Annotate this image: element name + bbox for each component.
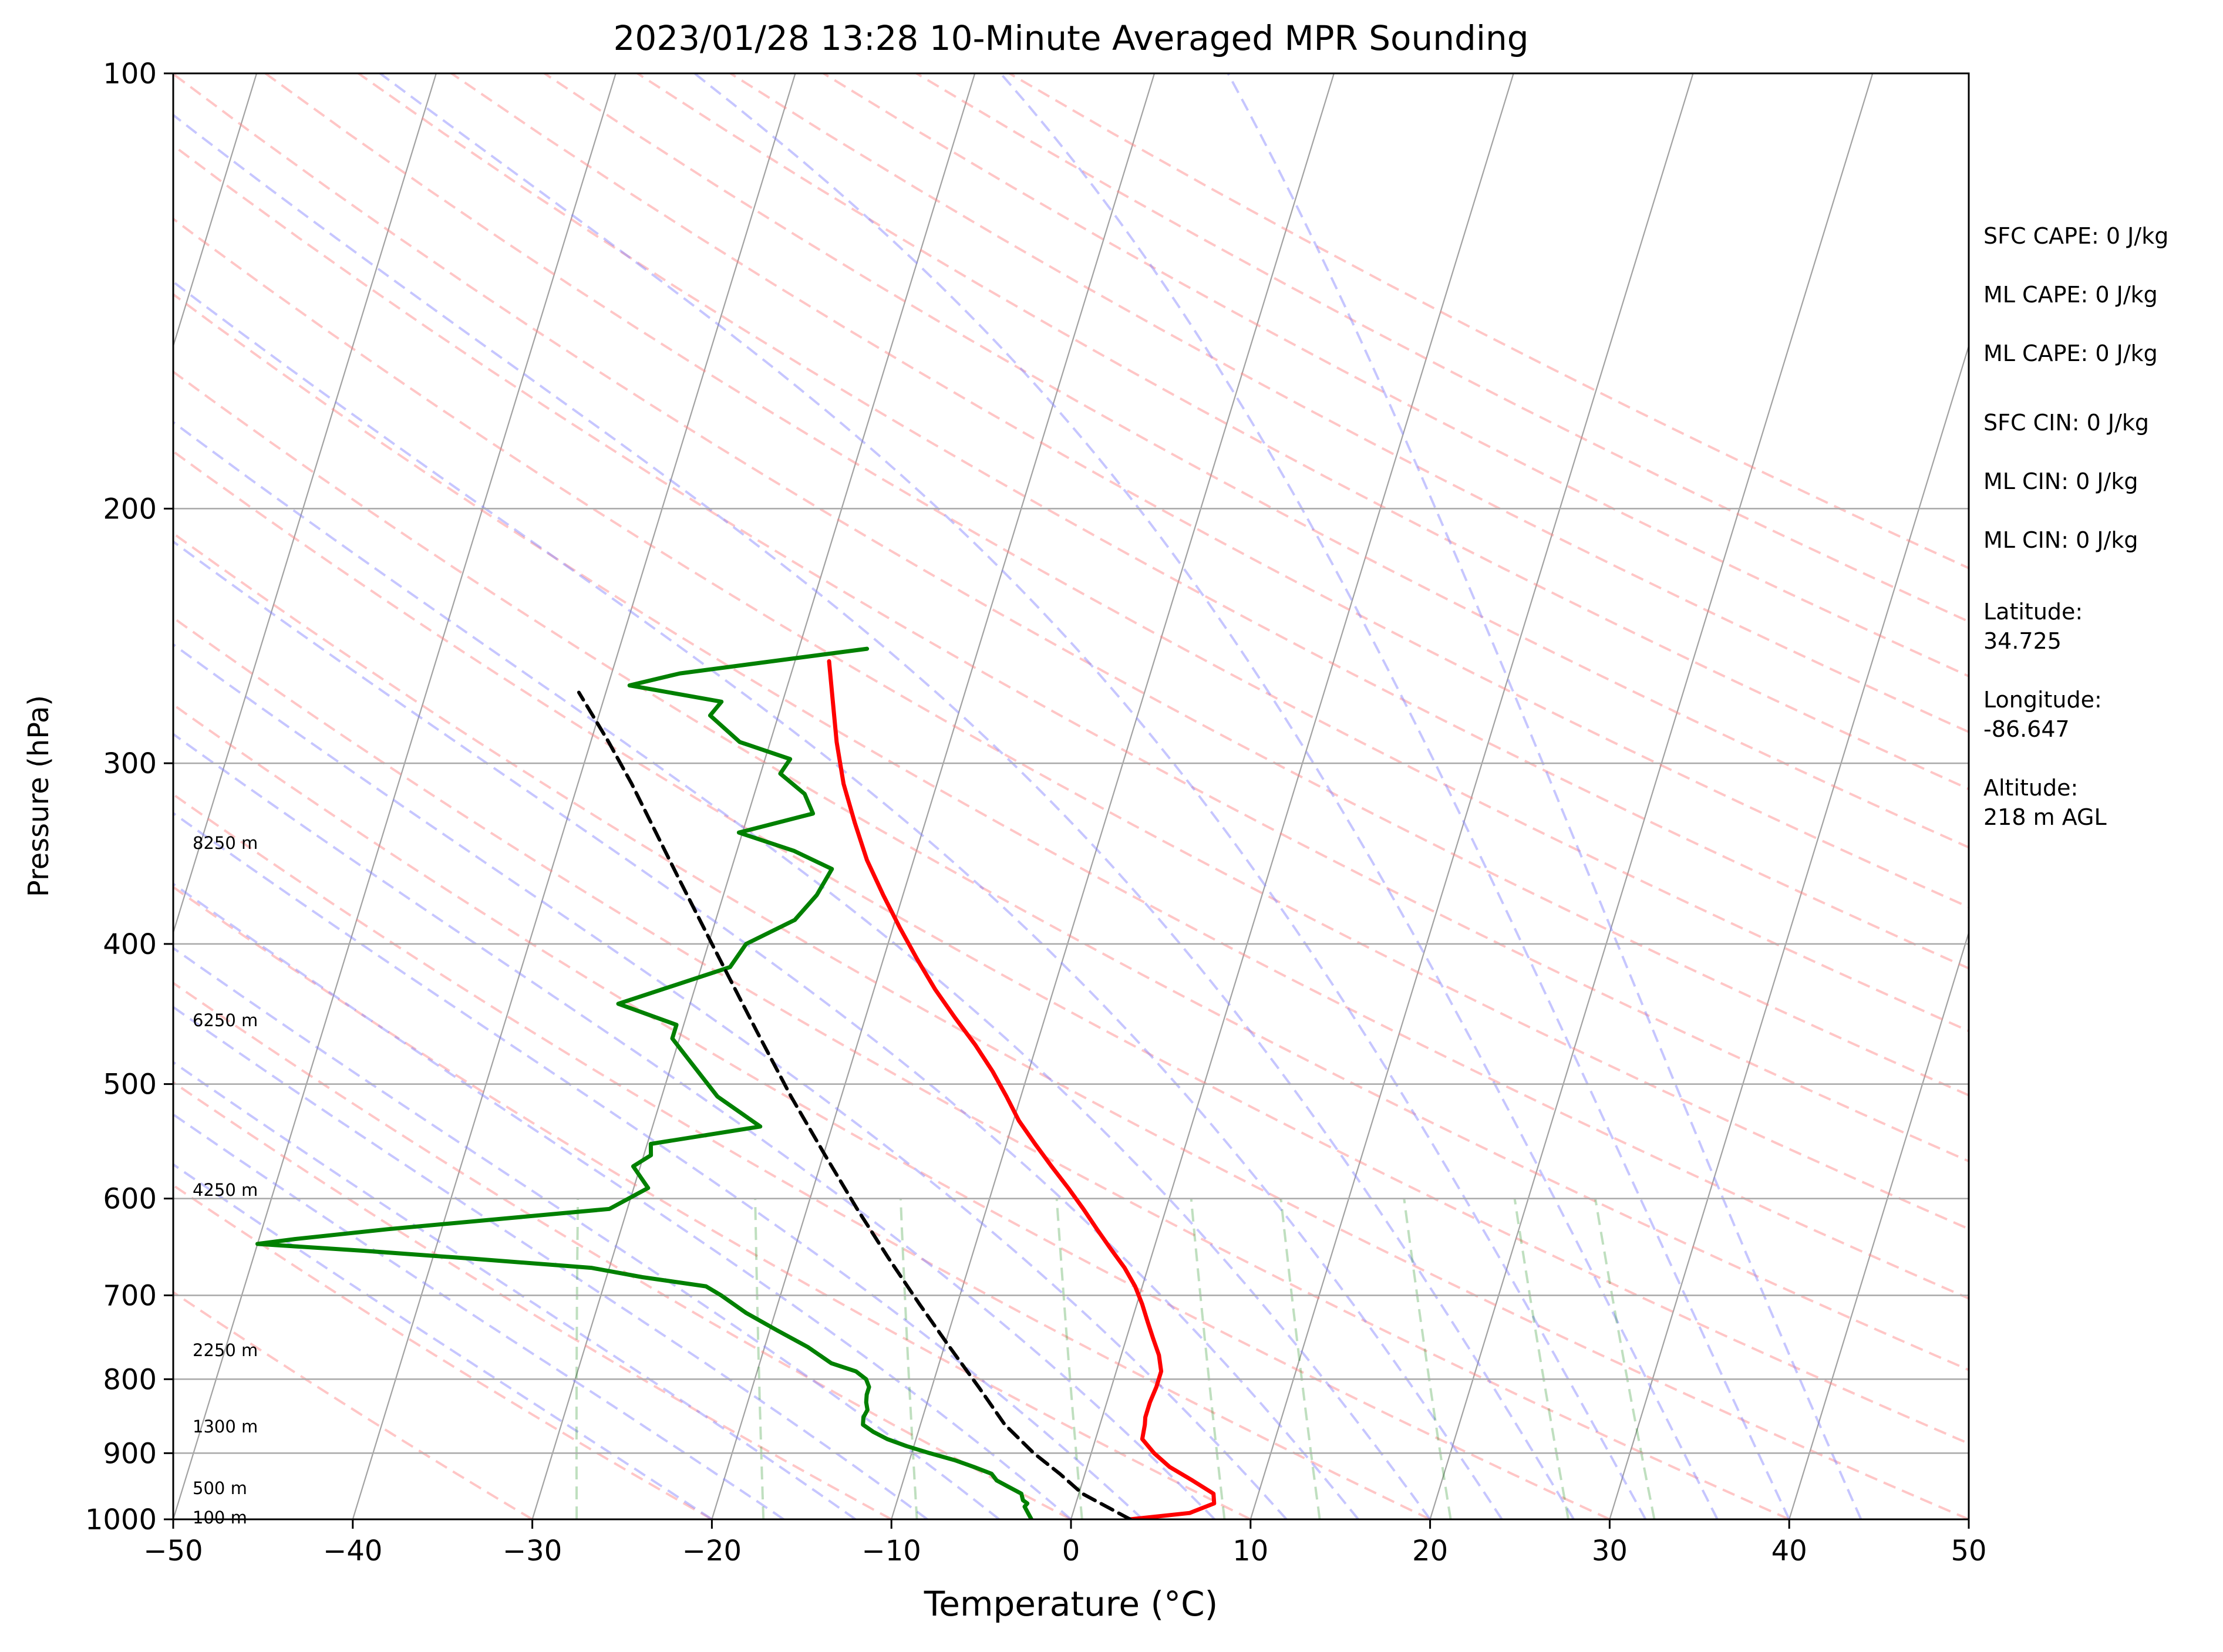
longitude-value: -86.647 <box>1983 716 2070 742</box>
stat-label: ML CIN: 0 J/kg <box>1983 468 2138 494</box>
stats-panel: SFC CAPE: 0 J/kg ML CAPE: 0 J/kg ML CAPE: … <box>1983 223 2168 830</box>
height-label: 2250 m <box>193 1340 258 1360</box>
moist-adiabat-line <box>173 113 1575 1519</box>
height-label: 100 m <box>193 1508 247 1528</box>
dry-adiabat-line <box>173 616 1790 1519</box>
y-tick-label: 500 <box>103 1068 157 1101</box>
height-label: 6250 m <box>193 1010 258 1030</box>
y-tick-label: 1000 <box>85 1503 157 1536</box>
dry-adiabat-line <box>173 703 1611 1519</box>
dry-adiabat-line <box>173 217 1969 1230</box>
y-tick-label: 400 <box>103 928 157 961</box>
x-tick-label: 50 <box>1951 1535 1986 1567</box>
height-label: 500 m <box>193 1478 247 1498</box>
dry-adiabat-line <box>173 1081 892 1519</box>
pressure-gridlines <box>173 73 1969 1519</box>
dry-adiabat-line <box>173 531 1969 1519</box>
isotherm-line <box>531 73 976 1519</box>
background-guide-lines <box>173 73 1969 1519</box>
isotherm-line <box>891 73 1335 1519</box>
x-tick-label: 40 <box>1771 1535 1807 1567</box>
dry-adiabat-line <box>173 144 1969 1163</box>
latitude-value: 34.725 <box>1983 628 2062 654</box>
stat-label: ML CAPE: 0 J/kg <box>1983 282 2158 308</box>
y-tick-label: 300 <box>103 747 157 780</box>
stat-label: SFC CIN: 0 J/kg <box>1983 410 2149 436</box>
x-tick-label: −30 <box>503 1535 562 1567</box>
isotherm-line <box>1429 73 1874 1519</box>
dry-adiabat-line <box>173 885 1251 1519</box>
isotherm-line <box>173 73 617 1519</box>
dry-adiabat-line <box>173 1184 713 1519</box>
x-tick-label: −50 <box>143 1535 203 1567</box>
isotherm-line <box>1249 73 1694 1519</box>
isotherm-line <box>1609 343 1969 1519</box>
moist-adiabat-line <box>379 73 1647 1519</box>
moist-adiabat-line <box>999 73 1791 1519</box>
stat-label: ML CIN: 0 J/kg <box>1983 527 2138 553</box>
height-labels: 8250 m 6250 m 4250 m 2250 m 1300 m 500 m 100 m <box>193 833 258 1528</box>
moist-adiabat-line <box>173 1005 928 1519</box>
dry-adiabat-line <box>173 73 1969 1097</box>
stat-label: ML CAPE: 0 J/kg <box>1983 340 2158 366</box>
x-tick-label: −40 <box>323 1535 382 1567</box>
moist-adiabat-line <box>173 732 1216 1519</box>
x-tick-label: −10 <box>862 1535 921 1567</box>
parcel-profile <box>577 690 1132 1519</box>
moist-adiabat-line <box>173 420 1432 1519</box>
altitude-label: Altitude: <box>1983 775 2078 801</box>
stat-label: SFC CAPE: 0 J/kg <box>1983 223 2168 249</box>
y-tick-label: 600 <box>103 1183 157 1216</box>
y-tick-label: 900 <box>103 1437 157 1470</box>
dewpoint-profile <box>255 646 1034 1519</box>
dry-adiabat-line <box>173 292 1969 1300</box>
moist-adiabat-line <box>693 73 1719 1519</box>
moist-adiabat-line <box>173 1163 713 1519</box>
isotherm-line <box>173 73 437 935</box>
dry-adiabat-line <box>173 450 1969 1445</box>
latitude-label: Latitude: <box>1983 599 2083 625</box>
x-tick-label: 10 <box>1232 1535 1268 1567</box>
y-axis-label: Pressure (hPa) <box>22 695 55 897</box>
dry-adiabat-line <box>636 73 1969 791</box>
height-label: 4250 m <box>193 1180 258 1200</box>
moist-adiabat-line <box>173 540 1359 1519</box>
chart-title: 2023/01/28 13:28 10-Minute Averaged MPR … <box>613 18 1528 58</box>
moist-adiabat-line <box>173 1060 857 1519</box>
dry-adiabat-line <box>544 73 1969 849</box>
dry-adiabat-line <box>358 73 1969 970</box>
x-tick-label: 0 <box>1062 1535 1080 1567</box>
moist-adiabat-line <box>173 882 1072 1519</box>
isotherm-line <box>711 73 1156 1519</box>
x-axis-ticks: −50 −40 −30 −20 −10 0 10 20 30 40 50 <box>143 1519 1987 1567</box>
isotherm-line <box>352 73 796 1519</box>
y-axis-ticks: 100 200 300 400 500 600 700 800 900 1000 <box>85 58 173 1536</box>
moist-adiabat-line <box>173 280 1503 1519</box>
height-label: 8250 m <box>193 833 258 853</box>
dry-adiabat-line <box>173 793 1431 1519</box>
x-tick-label: −20 <box>682 1535 742 1567</box>
y-tick-label: 800 <box>103 1363 157 1396</box>
temperature-profile <box>827 659 1217 1519</box>
y-tick-label: 200 <box>103 493 157 525</box>
moist-adiabat-line <box>173 643 1288 1519</box>
y-tick-label: 100 <box>103 58 157 90</box>
x-axis-label: Temperature (°C) <box>924 1584 1218 1624</box>
x-tick-label: 20 <box>1412 1535 1448 1567</box>
isotherm-line <box>1788 930 1969 1519</box>
moist-adiabat-line <box>173 1112 784 1519</box>
longitude-label: Longitude: <box>1983 687 2102 713</box>
moist-adiabat-line <box>1227 73 1862 1519</box>
height-label: 1300 m <box>193 1417 258 1437</box>
sounding-profiles <box>255 646 1217 1519</box>
isotherm-line <box>1070 73 1514 1519</box>
y-tick-label: 700 <box>103 1280 157 1313</box>
dry-adiabat-line <box>264 73 1969 1033</box>
x-tick-label: 30 <box>1592 1535 1628 1567</box>
altitude-value: 218 m AGL <box>1983 804 2107 830</box>
isotherm-line <box>173 73 258 349</box>
